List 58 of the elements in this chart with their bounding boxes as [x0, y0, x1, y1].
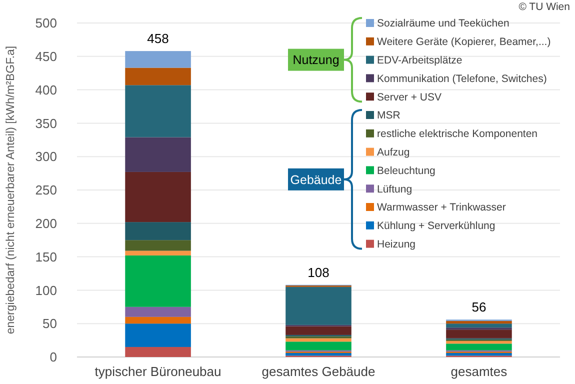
- y-tick-label: 0: [50, 350, 57, 365]
- legend-label: Server + USV: [377, 91, 442, 104]
- legend-label: Weitere Geräte (Kopierer, Beamer,...): [377, 36, 551, 48]
- bar: [286, 338, 352, 342]
- legend-label: Kühlung + Serverkühlung: [377, 220, 496, 232]
- bar: [286, 352, 352, 356]
- y-axis-title: energiebedarf (nicht erneuerbarer Anteil) [kWh/m²BGF.a]: [5, 46, 17, 334]
- bar: [125, 51, 191, 68]
- total-label: 108: [308, 264, 330, 280]
- y-tick-label: 250: [35, 182, 57, 198]
- legend-label: Kommunikation (Telefone, Switches): [377, 72, 547, 85]
- x-tick-label: typischer Büroneubau: [94, 364, 222, 379]
- bar: [125, 346, 191, 357]
- bar: [286, 326, 352, 335]
- total-label: 56: [472, 300, 486, 315]
- y-tick-label: 350: [35, 116, 57, 131]
- legend-label: Heizung: [377, 238, 416, 250]
- bar: [125, 240, 191, 251]
- bar: [125, 68, 191, 86]
- annotation: Gebäude: [290, 172, 342, 187]
- bar: [125, 250, 191, 256]
- bar: [446, 340, 512, 344]
- bar: [125, 222, 191, 240]
- bar: [125, 306, 191, 317]
- y-tick-label: 400: [35, 82, 57, 98]
- legend-label: Aufzug: [377, 146, 410, 158]
- bar: [125, 324, 191, 347]
- annotation: Nutzung: [292, 53, 340, 68]
- bar: [125, 255, 191, 307]
- y-tick-label: 450: [35, 48, 57, 64]
- legend-label: Warmwasser + Trinkwasser: [377, 202, 506, 214]
- bar: [125, 85, 191, 138]
- bar: [125, 137, 191, 172]
- bar: [446, 344, 512, 350]
- y-tick-label: 300: [35, 149, 57, 164]
- y-tick-label: 500: [35, 16, 57, 31]
- total-label: 458: [147, 31, 169, 46]
- bar: [446, 324, 512, 328]
- legend-label: MSR: [377, 110, 401, 122]
- legend-label: EDV-Arbeitsplätze: [377, 54, 462, 66]
- bar: [446, 320, 512, 324]
- x-tick-label: gesamtes Gebäude: [262, 364, 376, 379]
- text: © TU Wien: [518, 1, 570, 13]
- bar: [446, 330, 512, 338]
- legend-label: Lüftung: [377, 183, 412, 196]
- bar: [286, 286, 352, 325]
- bar: [125, 172, 191, 222]
- y-tick-label: 100: [35, 282, 57, 298]
- legend-label: Sozialräume und Teeküchen: [377, 18, 510, 30]
- bar: [286, 342, 352, 350]
- y-tick-label: 150: [35, 249, 57, 264]
- y-tick-label: 50: [42, 316, 57, 332]
- y-tick-label: 200: [35, 216, 57, 231]
- legend-label: restliche elektrische Komponenten: [377, 128, 538, 140]
- bar: [446, 352, 512, 356]
- bar: [125, 316, 191, 324]
- legend-label: Beleuchtung: [377, 164, 436, 177]
- x-tick-label: gesamtes: [450, 364, 508, 379]
